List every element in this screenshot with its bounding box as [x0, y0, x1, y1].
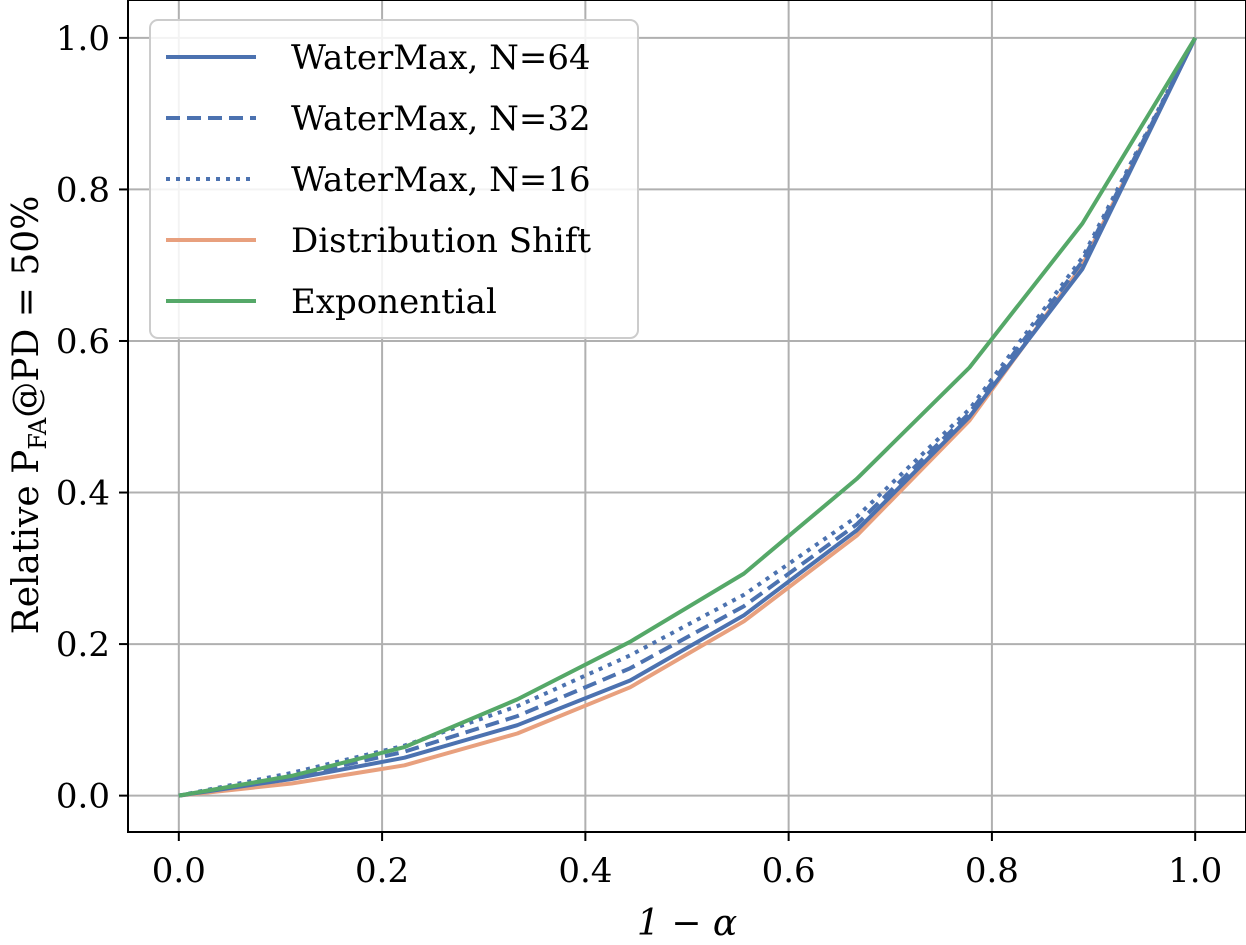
series-line-watermax-n-64: [178, 37, 1197, 798]
y-tick-label: 0.8: [56, 170, 110, 210]
series-lines: [178, 36, 1197, 798]
legend-label: WaterMax, N=32: [291, 99, 591, 139]
series-line-exponential: [178, 36, 1197, 798]
y-axis-label-rest: @PD = 50%: [6, 196, 47, 418]
series-line-watermax-n-16: [178, 36, 1197, 798]
x-tick-label: 1.0: [1168, 851, 1222, 891]
y-tick-label: 1.0: [56, 19, 110, 59]
x-tick-label: 0.0: [152, 851, 206, 891]
x-tick-label: 0.6: [762, 851, 816, 891]
x-tick-label: 0.8: [965, 851, 1019, 891]
legend-box: [149, 19, 639, 339]
legend-label: WaterMax, N=16: [291, 160, 591, 200]
legend-label: Exponential: [291, 282, 497, 322]
x-axis-label: 1 − α: [637, 903, 737, 944]
series-line-watermax-n-32: [178, 36, 1197, 798]
x-tick-label: 0.4: [558, 851, 612, 891]
legend: WaterMax, N=64 WaterMax, N=32 WaterMax, N=…: [149, 19, 639, 339]
plot-frame: [127, 0, 1246, 833]
y-tick-label: 0.4: [56, 474, 110, 514]
x-tick-label: 0.2: [355, 851, 409, 891]
y-axis-label-subscript: FA: [24, 417, 52, 450]
y-tick-label: 0.6: [56, 322, 110, 362]
legend-label: Distribution Shift: [291, 221, 591, 261]
legend-label: WaterMax, N=64: [291, 38, 591, 78]
y-tick-label: 0.0: [56, 777, 110, 817]
y-axis-label: Relative PFA@PD = 50%: [6, 196, 52, 635]
y-tick-label: 0.2: [56, 625, 110, 665]
axis-ticks: 0.0 0.2 0.4 0.6 0.8 1.0 0.0 0.2 0.4 0.6 0.8 1.0: [56, 19, 1222, 891]
y-axis-label-main: Relative P: [6, 450, 47, 635]
